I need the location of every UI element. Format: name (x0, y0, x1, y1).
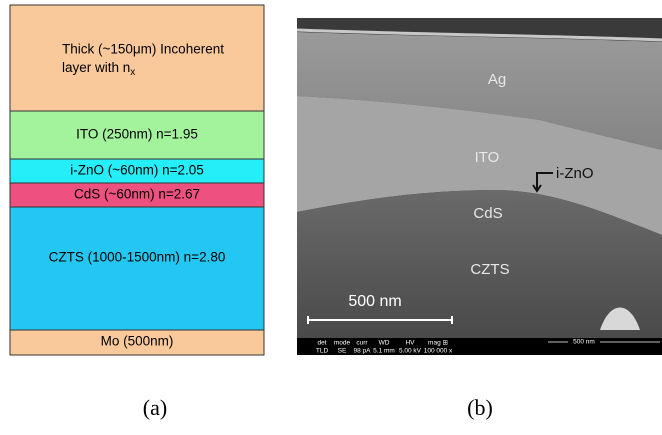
info-header: mode (334, 340, 351, 347)
layer-label: ITO (250nm) n=1.95 (76, 127, 198, 142)
subscript: x (130, 67, 135, 78)
sem-label: i-ZnO (556, 165, 594, 182)
info-header: mag ⊞ (428, 340, 448, 347)
info-scale: 500 nm (573, 339, 595, 346)
sem-label: Ag (488, 71, 506, 88)
czts-layer (10, 207, 264, 330)
info-value: 98 pA (354, 348, 372, 355)
info-value: TLD (316, 348, 329, 355)
info-value: 100 000 x (424, 348, 453, 355)
info-header: HV (405, 340, 415, 347)
sem-label: CZTS (470, 261, 509, 278)
layer-label: layer with n (62, 60, 130, 75)
thick-layer (10, 5, 264, 111)
layer-label: Mo (500nm) (101, 334, 174, 349)
info-header: det (317, 340, 326, 347)
info-value: 5.00 kV (399, 348, 422, 355)
layer-label: CZTS (1000-1500nm) n=2.80 (49, 250, 226, 265)
layer-label: Thick (~150μm) Incoherent (62, 42, 224, 57)
info-header: curr (356, 340, 368, 347)
layer-label: CdS (~60nm) n=2.67 (74, 187, 200, 202)
info-value: 5.1 mm (373, 348, 395, 355)
info-value: SE (338, 348, 347, 355)
sem-label: ITO (475, 149, 500, 166)
layer-label: i-ZnO (~60nm) n=2.05 (70, 163, 204, 178)
info-header: WD (379, 340, 390, 347)
scale-bar-label: 500 nm (348, 293, 401, 310)
caption: (a) (143, 395, 167, 420)
sem-label: CdS (473, 205, 502, 222)
caption: (b) (467, 395, 493, 420)
layer-stack (10, 5, 264, 355)
figure: Thick (~150μm) Incoherent layer with nx … (0, 0, 662, 435)
